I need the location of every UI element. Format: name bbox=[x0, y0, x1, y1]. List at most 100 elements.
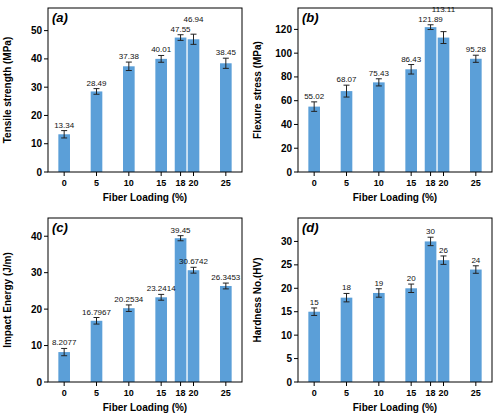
x-tick-label: 15 bbox=[406, 178, 416, 188]
x-tick bbox=[378, 382, 379, 386]
error-bar bbox=[428, 237, 434, 245]
figure: 13.3428.4937.3840.0147.5546.9438.4501020… bbox=[0, 0, 500, 420]
data-label: 30.6742 bbox=[179, 257, 208, 266]
bar bbox=[91, 91, 103, 172]
y-tick-label: 0 bbox=[286, 377, 292, 388]
frame bbox=[298, 8, 492, 172]
error-bar bbox=[158, 55, 164, 62]
y-tick bbox=[44, 382, 48, 383]
x-tick-label: 5 bbox=[94, 178, 99, 188]
y-tick-label: 40 bbox=[31, 53, 43, 64]
x-tick bbox=[378, 172, 379, 176]
data-label: 8.2077 bbox=[52, 338, 77, 347]
y-tick-label: 60 bbox=[281, 95, 293, 106]
bar bbox=[123, 308, 135, 382]
plot-area bbox=[308, 25, 481, 172]
x-axis-label: Fiber Loading (%) bbox=[103, 402, 187, 413]
x-tick-label: 0 bbox=[62, 388, 67, 398]
data-label: 39.45 bbox=[171, 226, 192, 235]
bar bbox=[58, 352, 70, 382]
panel: 55.0268.0775.4386.43121.89113.1195.28020… bbox=[252, 5, 492, 203]
error-bar bbox=[376, 79, 382, 86]
x-tick-label: 25 bbox=[221, 178, 231, 188]
plot-area bbox=[58, 34, 231, 172]
bar bbox=[175, 38, 187, 172]
x-tick-label: 0 bbox=[312, 178, 317, 188]
data-label: 55.02 bbox=[304, 92, 325, 101]
bar bbox=[308, 107, 320, 172]
error-bar bbox=[473, 55, 479, 62]
y-tick bbox=[294, 100, 298, 101]
x-tick bbox=[193, 172, 194, 176]
x-axis-label: Fiber Loading (%) bbox=[353, 402, 437, 413]
x-tick bbox=[346, 382, 347, 386]
y-tick bbox=[294, 29, 298, 30]
error-bar bbox=[473, 266, 479, 273]
error-bar bbox=[344, 293, 350, 301]
y-tick bbox=[44, 30, 48, 31]
y-axis-label: Flexure stress (MPa) bbox=[252, 41, 263, 139]
x-tick bbox=[64, 172, 65, 176]
x-tick-label: 5 bbox=[94, 388, 99, 398]
y-tick-label: 120 bbox=[275, 24, 292, 35]
data-label: 38.45 bbox=[216, 48, 237, 57]
error-bar bbox=[376, 289, 382, 297]
bar bbox=[220, 63, 232, 172]
y-axis-label: Hardness No.(HV) bbox=[252, 257, 263, 342]
bar bbox=[58, 134, 70, 172]
x-tick-label: 10 bbox=[124, 388, 134, 398]
x-tick bbox=[193, 382, 194, 386]
x-tick bbox=[411, 382, 412, 386]
y-tick-label: 80 bbox=[281, 71, 293, 82]
y-tick-label: 20 bbox=[31, 110, 43, 121]
error-bar bbox=[223, 58, 229, 68]
x-tick-label: 20 bbox=[188, 388, 198, 398]
bar bbox=[188, 270, 200, 382]
y-tick bbox=[294, 241, 298, 242]
y-tick-label: 30 bbox=[31, 82, 43, 93]
error-bar bbox=[94, 318, 100, 325]
y-tick bbox=[294, 382, 298, 383]
x-tick-label: 15 bbox=[156, 388, 166, 398]
x-tick bbox=[443, 172, 444, 176]
frame bbox=[48, 8, 242, 172]
x-tick bbox=[225, 382, 226, 386]
x-axis-label: Fiber Loading (%) bbox=[353, 192, 437, 203]
x-tick-label: 20 bbox=[188, 178, 198, 188]
y-tick-label: 0 bbox=[286, 167, 292, 178]
error-bar bbox=[178, 236, 184, 241]
y-tick-label: 40 bbox=[31, 231, 43, 242]
error-bar bbox=[311, 308, 317, 315]
error-bar bbox=[126, 305, 132, 312]
data-label: 26.3453 bbox=[211, 273, 240, 282]
error-bar bbox=[126, 62, 132, 70]
y-tick-label: 20 bbox=[31, 304, 43, 315]
x-tick-label: 25 bbox=[471, 178, 481, 188]
x-tick-label: 18 bbox=[426, 388, 436, 398]
y-tick bbox=[294, 311, 298, 312]
panel-label: (a) bbox=[52, 10, 68, 25]
panel-label: (d) bbox=[302, 220, 319, 235]
bar bbox=[470, 270, 482, 382]
data-label: 18 bbox=[342, 283, 351, 292]
y-tick bbox=[44, 115, 48, 116]
error-bar bbox=[408, 284, 414, 292]
data-label: 28.49 bbox=[86, 79, 107, 88]
x-tick-label: 5 bbox=[344, 388, 349, 398]
error-bar bbox=[408, 65, 414, 75]
x-tick-label: 20 bbox=[438, 388, 448, 398]
y-tick bbox=[44, 236, 48, 237]
x-tick-label: 25 bbox=[471, 388, 481, 398]
y-tick bbox=[44, 272, 48, 273]
bar bbox=[405, 69, 417, 172]
y-tick-label: 0 bbox=[36, 167, 42, 178]
y-tick bbox=[294, 288, 298, 289]
bar bbox=[341, 298, 353, 382]
data-label: 20.2534 bbox=[114, 295, 143, 304]
bar bbox=[470, 59, 482, 172]
frame bbox=[48, 218, 242, 382]
y-tick-label: 10 bbox=[281, 330, 293, 341]
data-label: 16.7967 bbox=[82, 308, 111, 317]
error-bar bbox=[441, 32, 447, 44]
x-tick bbox=[443, 382, 444, 386]
